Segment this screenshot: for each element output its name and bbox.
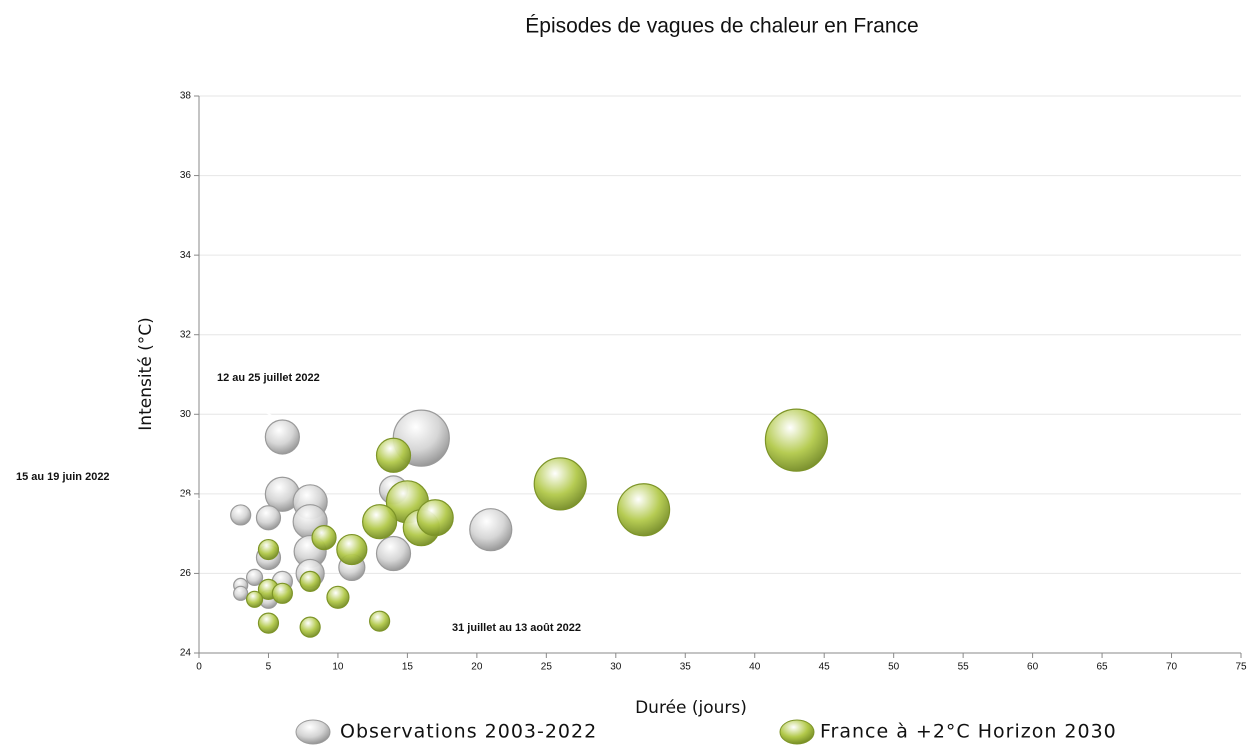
y-tick-label: 26	[180, 568, 192, 579]
x-tick-label: 40	[749, 662, 761, 673]
bubble	[311, 525, 337, 551]
annotation: 31 juillet au 13 août 2022	[452, 622, 581, 634]
legend-label: France à +2°C Horizon 2030	[820, 721, 1117, 743]
x-tick-label: 0	[196, 662, 202, 673]
legend-swatch	[779, 719, 815, 745]
bubble	[533, 457, 587, 511]
bubble	[264, 419, 300, 455]
bubble	[257, 538, 280, 561]
bubble	[257, 612, 280, 634]
x-tick-label: 35	[680, 662, 692, 673]
x-tick-label: 15	[402, 662, 414, 673]
bubble	[369, 610, 391, 632]
legend-swatch	[295, 719, 331, 745]
x-tick-label: 25	[541, 662, 553, 673]
x-tick-label: 55	[958, 662, 970, 673]
legend-label: Observations 2003-2022	[340, 721, 597, 743]
bubble	[469, 508, 513, 552]
y-tick-label: 34	[180, 250, 192, 261]
bubble	[416, 499, 454, 537]
x-tick-label: 20	[471, 662, 483, 673]
y-tick-label: 36	[180, 170, 192, 181]
bubble	[245, 590, 264, 608]
bubble	[764, 408, 829, 472]
chart-title: Épisodes de vagues de chaleur en France	[525, 15, 918, 38]
bubble	[299, 570, 321, 592]
x-tick-label: 50	[888, 662, 900, 673]
bubble	[299, 616, 321, 638]
bubble	[233, 585, 249, 601]
x-tick-label: 30	[610, 662, 622, 673]
y-axis-label: Intensité (°C)	[136, 317, 156, 430]
bubble	[245, 568, 264, 587]
x-tick-label: 60	[1027, 662, 1039, 673]
bubble	[362, 504, 398, 540]
bubble	[336, 533, 368, 566]
x-tick-label: 5	[266, 662, 272, 673]
x-tick-label: 45	[819, 662, 831, 673]
bubble	[326, 585, 350, 609]
y-tick-label: 28	[180, 488, 192, 499]
x-tick-label: 65	[1097, 662, 1109, 673]
bubble	[255, 505, 282, 531]
x-tick-label: 10	[332, 662, 344, 673]
y-tick-label: 30	[180, 409, 192, 420]
annotation: 12 au 25 juillet 2022	[217, 372, 320, 384]
x-tick-label: 70	[1166, 662, 1178, 673]
y-tick-label: 38	[180, 91, 192, 102]
x-axis-label: Durée (jours)	[635, 698, 747, 718]
bubble	[230, 504, 252, 526]
bubble	[271, 582, 293, 604]
x-tick-label: 75	[1235, 662, 1247, 673]
y-tick-label: 24	[180, 648, 192, 659]
bubble	[616, 483, 671, 537]
leader-line	[216, 384, 393, 484]
annotation: 15 au 19 juin 2022	[16, 471, 110, 483]
y-tick-label: 32	[180, 329, 192, 340]
bubble	[375, 437, 412, 473]
bubble	[375, 535, 412, 572]
